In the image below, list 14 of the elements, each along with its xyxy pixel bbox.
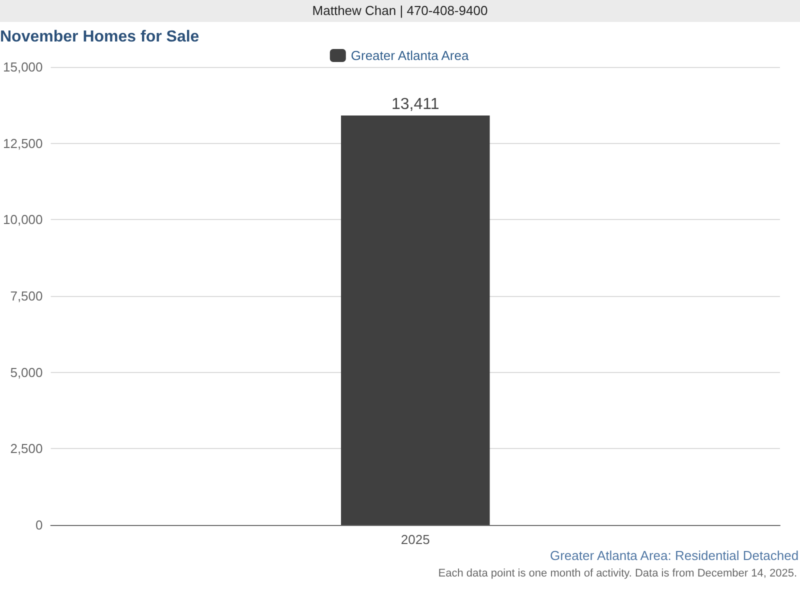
y-tick-label: 7,500 [10,288,43,304]
legend-label: Greater Atlanta Area [350,48,470,63]
chart-title: November Homes for Sale [0,28,200,46]
y-tick-label: 5,000 [10,364,43,380]
x-tick-label: 2025 [400,532,430,547]
y-tick-label: 10,000 [2,212,43,228]
text: Greater Atlanta Area: Residential Detached [550,548,799,563]
text: Matthew Chan | 470-408-9400 [0,0,800,22]
text: Each data point is one month of activity. Data is from December 14, 2025. [438,568,797,580]
y-tick-label: 12,500 [2,136,43,151]
y-tick-label: 15,000 [2,60,43,74]
y-tick-label: 0 [36,518,43,532]
y-tick-label: 2,500 [10,441,43,456]
data-label: 13,411 [392,96,440,114]
